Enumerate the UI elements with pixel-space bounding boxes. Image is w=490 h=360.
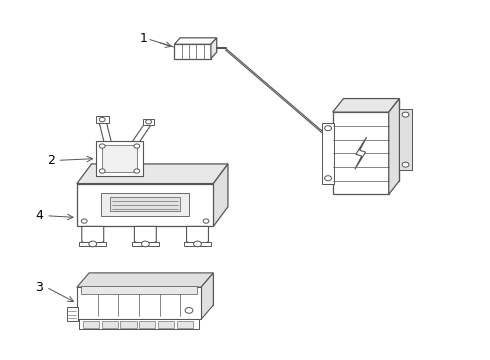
Bar bbox=[79, 319, 199, 329]
Circle shape bbox=[99, 169, 105, 173]
Bar bbox=[77, 184, 213, 226]
Bar bbox=[102, 145, 137, 172]
Circle shape bbox=[325, 126, 331, 131]
Polygon shape bbox=[77, 273, 213, 287]
Polygon shape bbox=[89, 273, 213, 305]
Bar bbox=[79, 242, 106, 246]
Text: 4: 4 bbox=[35, 209, 43, 222]
Bar bbox=[333, 112, 389, 194]
Polygon shape bbox=[174, 38, 217, 44]
Bar bbox=[110, 197, 180, 211]
Polygon shape bbox=[134, 226, 156, 244]
Circle shape bbox=[99, 117, 105, 122]
Text: 2: 2 bbox=[47, 154, 55, 167]
Bar bbox=[158, 321, 174, 328]
Bar bbox=[184, 242, 211, 246]
Circle shape bbox=[194, 241, 201, 247]
Bar bbox=[101, 193, 189, 216]
Polygon shape bbox=[187, 226, 208, 244]
Text: 3: 3 bbox=[35, 281, 43, 294]
Polygon shape bbox=[82, 226, 104, 244]
Bar bbox=[132, 242, 159, 246]
Circle shape bbox=[89, 241, 97, 247]
Polygon shape bbox=[201, 273, 213, 319]
Circle shape bbox=[81, 219, 87, 223]
Polygon shape bbox=[355, 137, 367, 169]
Circle shape bbox=[134, 144, 140, 148]
Bar bbox=[399, 109, 412, 170]
Polygon shape bbox=[389, 99, 399, 194]
Bar bbox=[139, 321, 155, 328]
Bar bbox=[81, 287, 197, 294]
Polygon shape bbox=[211, 38, 217, 59]
Circle shape bbox=[325, 176, 331, 181]
Circle shape bbox=[134, 169, 140, 173]
Circle shape bbox=[203, 219, 209, 223]
Text: 1: 1 bbox=[140, 32, 147, 45]
Polygon shape bbox=[333, 99, 399, 112]
Bar bbox=[101, 321, 118, 328]
Polygon shape bbox=[343, 99, 399, 181]
Bar bbox=[143, 119, 154, 125]
Bar bbox=[77, 287, 201, 319]
Bar bbox=[97, 141, 143, 176]
Circle shape bbox=[402, 112, 409, 117]
Polygon shape bbox=[77, 164, 228, 184]
Circle shape bbox=[142, 241, 149, 247]
Bar bbox=[322, 123, 334, 184]
Circle shape bbox=[402, 162, 409, 167]
Circle shape bbox=[99, 144, 105, 148]
Bar bbox=[176, 321, 193, 328]
Bar bbox=[83, 321, 99, 328]
Bar bbox=[174, 44, 211, 59]
Circle shape bbox=[185, 307, 193, 313]
Polygon shape bbox=[213, 164, 228, 226]
Circle shape bbox=[146, 120, 151, 124]
Bar bbox=[120, 321, 137, 328]
Bar bbox=[97, 116, 109, 123]
Bar bbox=[67, 307, 78, 321]
